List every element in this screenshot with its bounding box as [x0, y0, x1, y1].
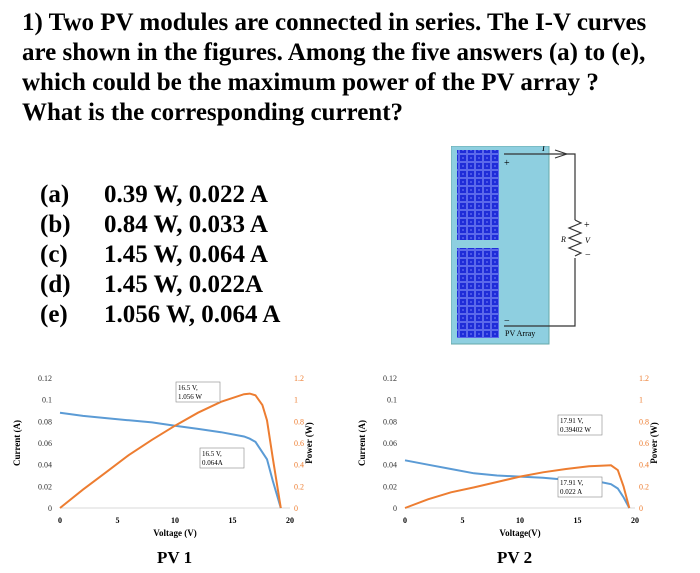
y2-tick-label: 0.8	[639, 417, 649, 426]
voltage-minus: −	[585, 250, 591, 261]
y-tick-label: 0.12	[383, 374, 397, 383]
resistor-icon	[567, 219, 583, 257]
y-axis-title: Current (A)	[357, 420, 367, 466]
y2-tick-label: 1	[639, 396, 643, 405]
y-tick-label: 0.08	[383, 417, 397, 426]
annotation-box	[557, 414, 603, 436]
annotation-label: 17.91 V,	[560, 479, 584, 487]
pv2-chart: 0 5 10 15 20 0 0.02 0.04 0.06 0.08 0.1 0.12 0 0.2 0.4 0…	[345, 368, 690, 548]
circuit-diagram: I R + V − + − PV Array	[450, 143, 591, 345]
pv2-caption: PV 2	[497, 548, 533, 567]
x-tick-label: 10	[516, 516, 524, 525]
y-tick-label: 0.02	[38, 482, 52, 491]
answer-e: (e) 1.056 W, 0.064 A	[40, 300, 280, 330]
annotation-box	[199, 447, 245, 469]
answer-value: 0.84 W, 0.033 A	[104, 211, 268, 238]
y2-tick-label: 0.6	[294, 439, 304, 448]
answer-c: (c) 1.45 W, 0.064 A	[40, 240, 280, 270]
y-tick-label: 0.1	[387, 396, 397, 405]
annotation-label: 17.91 V,	[560, 417, 584, 425]
y2-tick-label: 1.2	[294, 374, 304, 383]
answer-label: (d)	[40, 271, 71, 298]
power-curve	[59, 392, 282, 509]
annotation-label: 16.5 V,	[202, 450, 222, 458]
y-tick-label: 0.08	[38, 417, 52, 426]
answer-value: 0.39 W, 0.022 A	[104, 181, 268, 208]
x-axis-title: Voltage(V)	[499, 528, 540, 538]
y-tick-label: 0.02	[383, 482, 397, 491]
pv1-chart-svg: 0 5 10 15 2000.020.040.060.080.10.1200.20.40…	[12, 374, 314, 538]
y2-tick-label: 1	[294, 396, 298, 405]
answer-label: (a)	[40, 181, 70, 208]
module-plus: +	[504, 158, 510, 169]
x-axis-title: Voltage (V)	[153, 528, 196, 538]
voltage-label: V	[585, 236, 591, 245]
answer-list: (a) 0.39 W, 0.022 A (b) 0.84 W, 0.033 A (c…	[40, 180, 280, 330]
answer-label: (e)	[40, 301, 68, 328]
answer-value: 1.45 W, 0.064 A	[104, 241, 268, 268]
voltage-plus: +	[584, 220, 590, 231]
y-tick-label: 0	[393, 504, 397, 513]
resistor-label: R	[560, 235, 566, 244]
current-curve	[404, 459, 631, 509]
answer-value: 1.45 W, 0.022A	[104, 271, 264, 298]
pv-array-circuit: I R + V − + − PV Array	[450, 143, 591, 346]
y2-axis-title: Power (W)	[649, 422, 659, 464]
x-tick-label: 5	[116, 516, 120, 525]
question-text: 1) Two PV modules are connected in serie…	[22, 9, 647, 126]
x-tick-label: 15	[574, 516, 582, 525]
x-tick-label: 0	[403, 516, 407, 525]
current-arrow-icon	[554, 149, 569, 159]
y-axis-title: Current (A)	[12, 420, 22, 466]
pv-module-bottom	[457, 248, 499, 338]
x-tick-label: 20	[286, 516, 294, 525]
y2-tick-label: 0.4	[639, 461, 649, 470]
x-tick-label: 15	[229, 516, 237, 525]
annotation-box	[175, 381, 221, 403]
y2-tick-label: 0	[294, 504, 298, 513]
answer-label: (c)	[40, 241, 68, 268]
x-tick-label: 20	[631, 516, 639, 525]
annotation-label: 0.022 A	[560, 488, 582, 496]
y-tick-label: 0.06	[38, 439, 52, 448]
power-curve	[404, 464, 631, 509]
pv-module-top	[457, 150, 499, 240]
y-tick-label: 0.04	[383, 461, 397, 470]
answer-label: (b)	[40, 211, 71, 238]
pv1-caption: PV 1	[157, 548, 193, 567]
y2-tick-label: 0.6	[639, 439, 649, 448]
x-tick-label: 10	[171, 516, 179, 525]
bottom-wire	[504, 258, 576, 327]
annotation-label: 16.5 V,	[178, 384, 198, 392]
answer-b: (b) 0.84 W, 0.033 A	[40, 210, 280, 240]
y-tick-label: 0	[48, 504, 52, 513]
y-tick-label: 0.06	[383, 439, 397, 448]
y2-tick-label: 0.2	[639, 482, 649, 491]
answer-d: (d) 1.45 W, 0.022A	[40, 270, 280, 300]
pv-array-label: PV Array	[505, 329, 535, 338]
annotation-label: 1.056 W	[178, 393, 202, 401]
y2-tick-label: 1.2	[639, 374, 649, 383]
current-curve	[59, 411, 282, 509]
y-tick-label: 0.12	[38, 374, 52, 383]
y2-tick-label: 0.2	[294, 482, 304, 491]
annotation-box	[557, 476, 603, 498]
y2-tick-label: 0.4	[294, 461, 304, 470]
answer-a: (a) 0.39 W, 0.022 A	[40, 180, 280, 210]
y-tick-label: 0.1	[42, 396, 52, 405]
top-wire	[504, 153, 576, 220]
y2-axis-title: Power (W)	[304, 422, 314, 464]
pv1-chart: 0 5 10 15 20 0 0.02 0.04 0.06 0.08 0.1 0.12 0 0.2 0.4 0…	[0, 368, 345, 548]
annotation-label: 0.064A	[202, 459, 223, 467]
x-tick-label: 5	[461, 516, 465, 525]
module-minus: −	[504, 316, 510, 327]
y2-tick-label: 0	[639, 504, 643, 513]
y-tick-label: 0.04	[38, 461, 52, 470]
current-label: I	[541, 146, 546, 153]
x-tick-label: 0	[58, 516, 62, 525]
annotation-label: 0.39402 W	[560, 426, 591, 434]
y2-tick-label: 0.8	[294, 417, 304, 426]
answer-value: 1.056 W, 0.064 A	[104, 301, 281, 328]
pv2-chart-svg: 0 5 10 15 2000.020.040.060.080.10.1200.20.40…	[357, 374, 659, 538]
